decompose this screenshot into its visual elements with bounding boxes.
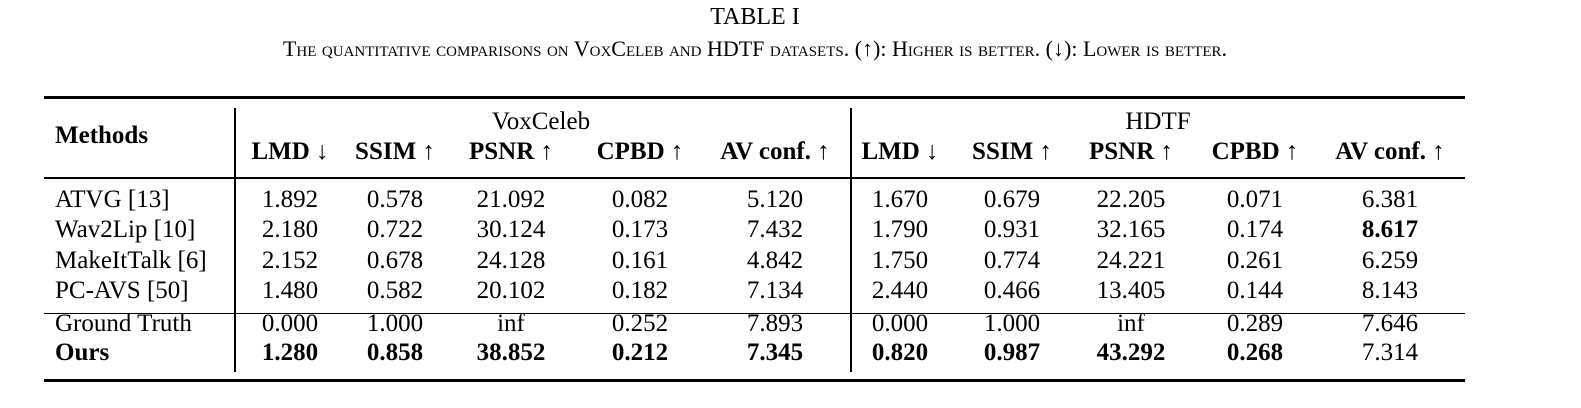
table-cell: 0.173	[611, 216, 669, 243]
methods-divider	[234, 108, 236, 372]
table-cell: 0.252	[611, 310, 669, 337]
table-cell: 0.582	[366, 277, 424, 304]
group-rule	[44, 313, 1465, 314]
method-name: Ground Truth	[55, 310, 192, 337]
table-label: TABLE I	[710, 4, 800, 30]
table-cell: 1.892	[261, 186, 319, 213]
table-cell: 8.143	[1361, 277, 1419, 304]
table-cell: 24.128	[476, 247, 546, 274]
dataset-divider	[850, 108, 852, 372]
table-cell: 0.144	[1226, 277, 1284, 304]
table-cell: 2.180	[261, 216, 319, 243]
table-cell: 0.268	[1226, 339, 1284, 366]
table-cell: 0.722	[366, 216, 424, 243]
table-cell: 0.174	[1226, 216, 1284, 243]
table-cell: 0.931	[983, 216, 1041, 243]
table-cell: 0.000	[261, 310, 319, 337]
method-name: MakeItTalk [6]	[55, 247, 207, 274]
table-cell: 22.205	[1096, 186, 1166, 213]
table-cell: 0.466	[983, 277, 1041, 304]
table-cell: 7.893	[746, 310, 804, 337]
bottom-rule	[44, 379, 1465, 382]
table-cell: 1.480	[261, 277, 319, 304]
column-header: SSIM ↑	[355, 138, 435, 165]
methods-header: Methods	[55, 122, 149, 149]
table-cell: 0.774	[983, 247, 1041, 274]
column-header: CPBD ↑	[1211, 138, 1299, 165]
column-header: SSIM ↑	[972, 138, 1052, 165]
table-cell: 21.092	[476, 186, 546, 213]
column-header: LMD ↓	[861, 138, 939, 165]
table-cell: 32.165	[1096, 216, 1166, 243]
table-cell: 0.000	[871, 310, 929, 337]
column-header: PSNR ↑	[1088, 138, 1174, 165]
table-cell: 0.161	[611, 247, 669, 274]
table-cell: 24.221	[1096, 247, 1166, 274]
column-header: LMD ↓	[251, 138, 329, 165]
table-cell: 0.261	[1226, 247, 1284, 274]
table-cell: 0.289	[1226, 310, 1284, 337]
table-cell: 20.102	[476, 277, 546, 304]
table-cell: 5.120	[746, 186, 804, 213]
table-cell: 1.000	[983, 310, 1041, 337]
table-cell: 2.440	[871, 277, 929, 304]
table-cell: 1.750	[871, 247, 929, 274]
method-name: Ours	[55, 339, 110, 366]
table-cell: 43.292	[1096, 339, 1166, 366]
table-cell: 0.071	[1226, 186, 1284, 213]
table-cell: 7.134	[746, 277, 804, 304]
table-cell: 7.345	[746, 339, 804, 366]
table-cell: 1.000	[366, 310, 424, 337]
table-cell: 2.152	[261, 247, 319, 274]
table-cell: 0.820	[871, 339, 929, 366]
method-name: PC-AVS [50]	[55, 277, 189, 304]
table-cell: 0.858	[366, 339, 424, 366]
table-caption: The quantitative comparisons on VoxCeleb…	[282, 36, 1228, 61]
table-cell: 30.124	[476, 216, 546, 243]
method-name: ATVG [13]	[55, 186, 170, 213]
header-rule	[44, 177, 1465, 179]
table-cell: 13.405	[1096, 277, 1166, 304]
column-header: CPBD ↑	[596, 138, 684, 165]
table-cell: 7.432	[746, 216, 804, 243]
table-cell: 7.646	[1361, 310, 1419, 337]
table-cell: 4.842	[746, 247, 804, 274]
column-header: AV conf. ↑	[720, 138, 830, 165]
table-cell: 0.679	[983, 186, 1041, 213]
table-cell: 1.670	[871, 186, 929, 213]
table-cell: 0.678	[366, 247, 424, 274]
column-header: AV conf. ↑	[1335, 138, 1445, 165]
table-cell: inf	[1117, 310, 1145, 337]
table-cell: 0.987	[983, 339, 1041, 366]
top-rule	[44, 96, 1465, 99]
table-cell: 6.259	[1361, 247, 1419, 274]
method-name: Wav2Lip [10]	[55, 216, 196, 243]
table-cell: 0.082	[611, 186, 669, 213]
table-cell: 38.852	[476, 339, 546, 366]
table-cell: 0.212	[611, 339, 669, 366]
group-header-hdtf: HDTF	[1125, 108, 1191, 135]
column-header: PSNR ↑	[468, 138, 554, 165]
table-cell: 6.381	[1361, 186, 1419, 213]
table-cell: 0.578	[366, 186, 424, 213]
table-cell: inf	[497, 310, 525, 337]
table-cell: 1.790	[871, 216, 929, 243]
table-cell: 0.182	[611, 277, 669, 304]
table-cell: 1.280	[261, 339, 319, 366]
group-header-voxceleb: VoxCeleb	[491, 108, 591, 135]
table-cell: 7.314	[1361, 339, 1419, 366]
table-cell: 8.617	[1361, 216, 1419, 243]
